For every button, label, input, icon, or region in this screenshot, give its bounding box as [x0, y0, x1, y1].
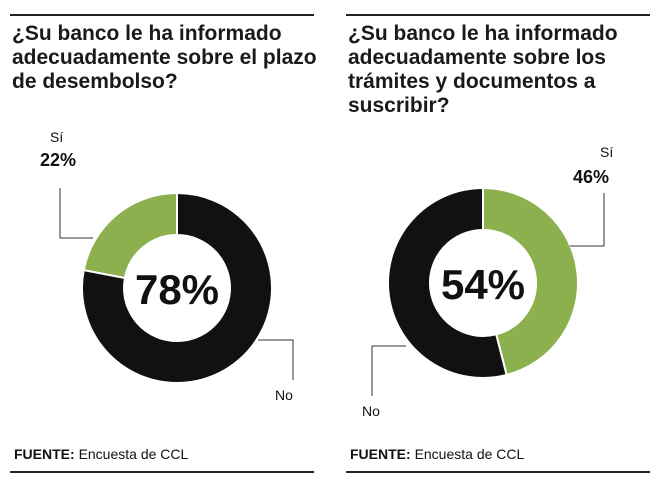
slice-no — [387, 186, 508, 379]
no-category-label: No — [275, 387, 293, 403]
leader-line — [59, 188, 93, 239]
leader-line — [570, 193, 605, 247]
donut-chart: 54% Sí 46% No — [362, 144, 613, 419]
leader-line — [371, 345, 406, 396]
si-category-label: Sí — [50, 129, 63, 145]
source-note: FUENTE: Encuesta de CCL — [14, 446, 188, 462]
center-percent-label: 54% — [441, 261, 525, 308]
chart-title: ¿Su banco le ha informado adecuadamente … — [348, 22, 618, 117]
top-rule — [10, 14, 314, 16]
no-category-label: No — [362, 403, 380, 419]
source-label: FUENTE: — [14, 446, 75, 462]
source-note: FUENTE: Encuesta de CCL — [350, 446, 524, 462]
slice-no — [81, 191, 273, 384]
bottom-rule — [346, 471, 650, 473]
donut-chart: 78% Sí 22% No — [40, 129, 294, 403]
leader-line — [258, 339, 294, 380]
chart-panel-desembolso: ¿Su banco le ha informado adecuadamente … — [0, 0, 322, 484]
source-label: FUENTE: — [350, 446, 411, 462]
bottom-rule — [10, 471, 314, 473]
slice-si — [482, 186, 579, 377]
top-rule — [346, 14, 650, 16]
si-percent-label: 22% — [40, 150, 76, 170]
chart-title: ¿Su banco le ha informado adecuadamente … — [12, 22, 317, 93]
center-percent-label: 78% — [135, 266, 219, 313]
source-text: Encuesta de CCL — [414, 446, 525, 462]
si-percent-label: 46% — [573, 167, 609, 187]
si-category-label: Sí — [600, 144, 613, 160]
source-text: Encuesta de CCL — [78, 446, 189, 462]
chart-panel-tramites: ¿Su banco le ha informado adecuadamente … — [336, 0, 658, 484]
